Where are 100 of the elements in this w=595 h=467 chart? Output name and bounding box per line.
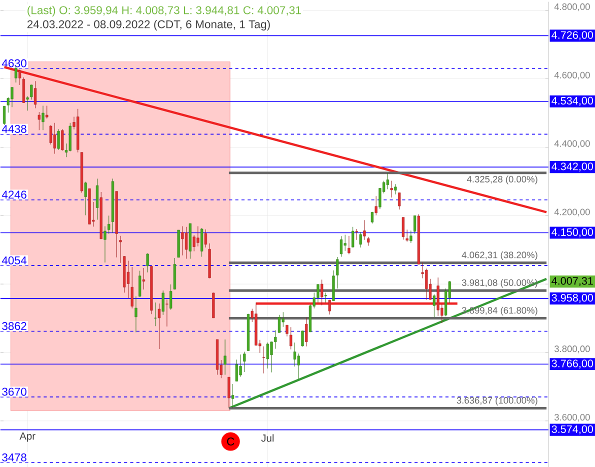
candlestick — [154, 302, 157, 326]
ref-line-label: 3.574,00 — [552, 425, 594, 434]
text: 24.03.2022 - 08.09.2022 (CDT, 6 Monate, 1 Tag) — [27, 20, 270, 30]
candlestick — [181, 226, 184, 256]
candlestick — [374, 196, 378, 216]
chart-title: (Last) O: 3.959,94 H: 4.008,73 L: 3.944,81 C: 4.007,31 — [28, 6, 301, 16]
candlestick — [126, 260, 130, 299]
y-tick-label: 3.600,00 — [554, 414, 590, 422]
candlestick — [394, 184, 397, 195]
candlestick — [402, 216, 405, 240]
candlestick — [352, 226, 354, 248]
series-label: 4.062,31 (38.20%) — [462, 251, 538, 260]
candlestick — [18, 69, 22, 86]
candlestick — [142, 268, 146, 290]
candlestick — [355, 228, 358, 240]
candlestick — [26, 96, 29, 111]
candlestick — [196, 226, 200, 247]
candlestick — [185, 226, 188, 259]
candlestick — [406, 229, 408, 242]
candlestick — [390, 180, 393, 198]
candlestick — [192, 234, 196, 252]
candlestick — [324, 292, 328, 303]
ref-line-label: 4.726,00 — [552, 31, 594, 40]
candlestick — [108, 215, 110, 234]
candlestick — [235, 359, 238, 382]
ref-line-label: 4054 — [2, 256, 27, 264]
candlestick — [359, 232, 362, 248]
ref-line-label: 4.534,00 — [552, 96, 594, 106]
candlestick — [290, 326, 292, 350]
y-tick-label: 4.400,00 — [554, 140, 590, 148]
y-tick-label: 3.800,00 — [554, 345, 590, 354]
candlestick — [30, 84, 33, 100]
ref-line-label: 4246 — [2, 190, 26, 199]
candlestick — [34, 80, 37, 108]
ref-line-label: 4438 — [2, 124, 26, 133]
ref-line-label: 3478 — [2, 453, 26, 462]
ref-line-label: 3670 — [2, 388, 26, 396]
candlestick — [204, 228, 207, 248]
candlestick — [2, 106, 6, 126]
candlestick — [344, 234, 346, 251]
candlestick — [386, 172, 390, 190]
x-tick-label: Jul — [261, 434, 274, 442]
candlestick — [138, 270, 142, 297]
y-tick-label: 4.800,00 — [554, 3, 590, 11]
candlestick — [119, 235, 122, 263]
candlestick — [432, 294, 436, 318]
candlestick — [10, 86, 14, 108]
candlestick — [22, 77, 25, 103]
candlestick — [293, 342, 296, 367]
candlestick — [320, 279, 324, 306]
candlestick — [158, 303, 161, 350]
candlestick — [14, 66, 18, 83]
candlestick — [340, 236, 343, 257]
candlestick — [38, 112, 40, 130]
candlestick — [96, 178, 99, 220]
candlestick — [228, 376, 230, 408]
candlestick — [266, 342, 269, 369]
ref-line-label: 4.342,00 — [552, 162, 594, 172]
candlestick — [243, 351, 246, 372]
candlestick — [166, 299, 168, 327]
candlestick — [336, 256, 339, 289]
candlestick — [146, 252, 149, 273]
candlestick — [278, 314, 281, 333]
candlestick — [46, 105, 48, 119]
candlestick — [231, 384, 234, 408]
candlestick — [170, 284, 172, 310]
candlestick — [134, 296, 138, 332]
ref-line-label: 4630 — [2, 59, 26, 68]
annotation: C — [227, 437, 234, 446]
text: 4.007,31 — [552, 276, 593, 286]
candlestick — [414, 215, 416, 234]
ref-line-label: 3.958,00 — [552, 294, 594, 303]
candlestick — [316, 284, 320, 303]
candlestick — [104, 226, 106, 263]
candlestick — [61, 128, 64, 151]
ref-line-label: 4.150,00 — [552, 228, 594, 238]
series-label: 4.325,28 (0.00%) — [466, 176, 538, 184]
candlestick — [425, 268, 428, 300]
y-tick-label: 4.200,00 — [554, 208, 590, 216]
series-label: 3.636,87 (100.00%) — [456, 396, 538, 406]
candlestick — [328, 299, 331, 315]
candlestick — [53, 122, 56, 154]
candlestick — [270, 341, 273, 372]
candlestick — [200, 228, 204, 257]
y-tick-label: 4.600,00 — [554, 72, 590, 80]
candlestick — [49, 124, 52, 145]
candlestick — [57, 128, 60, 150]
candlestick — [363, 220, 366, 240]
ref-line-label: 3862 — [2, 322, 26, 330]
candlestick — [398, 192, 401, 210]
candlestick — [224, 339, 226, 375]
candlestick — [348, 235, 350, 254]
candlestick — [297, 353, 300, 380]
candlestick — [162, 290, 164, 315]
candlestick — [84, 181, 87, 216]
x-tick-label: Apr — [20, 432, 36, 442]
candlestick — [305, 317, 308, 346]
candlestick — [262, 346, 266, 374]
ref-line-label: 3.766,00 — [552, 360, 594, 368]
candlestick — [42, 105, 44, 130]
